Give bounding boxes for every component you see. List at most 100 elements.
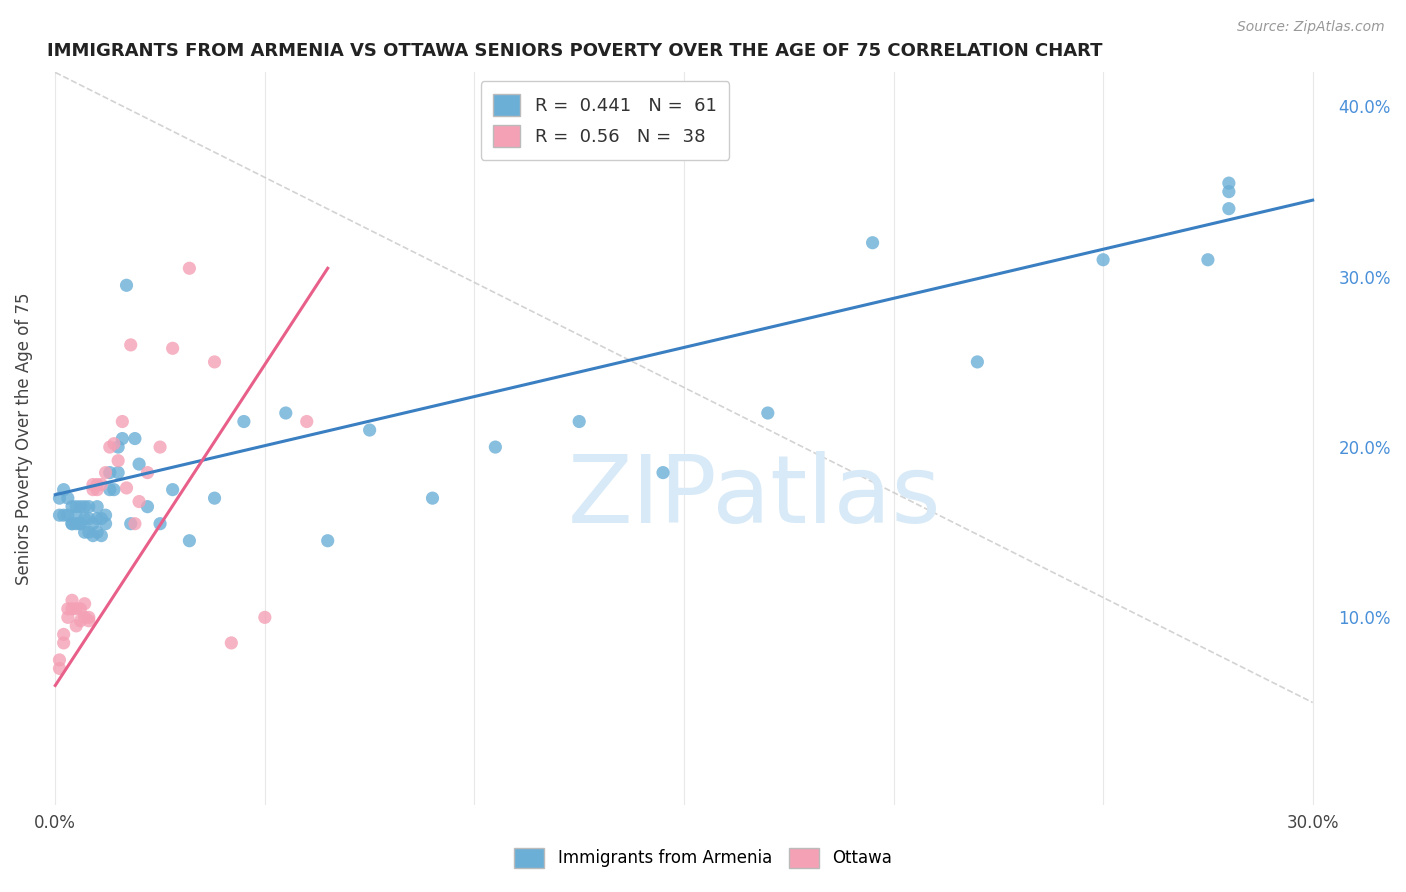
Point xyxy=(1218,185,1240,199)
Point xyxy=(162,483,184,497)
Point xyxy=(77,511,100,525)
Point xyxy=(652,466,675,480)
Point xyxy=(221,636,243,650)
Point xyxy=(69,614,91,628)
Point xyxy=(179,261,201,276)
Point xyxy=(48,491,70,505)
Point xyxy=(359,423,381,437)
Text: IMMIGRANTS FROM ARMENIA VS OTTAWA SENIORS POVERTY OVER THE AGE OF 75 CORRELATION: IMMIGRANTS FROM ARMENIA VS OTTAWA SENIOR… xyxy=(46,42,1102,60)
Point xyxy=(422,491,444,505)
Point xyxy=(484,440,506,454)
Point xyxy=(56,602,79,616)
Point xyxy=(77,525,100,540)
Text: Source: ZipAtlas.com: Source: ZipAtlas.com xyxy=(1237,20,1385,34)
Point xyxy=(73,610,96,624)
Point xyxy=(77,610,100,624)
Point xyxy=(82,483,104,497)
Point xyxy=(149,516,172,531)
Point xyxy=(862,235,884,250)
Point xyxy=(48,661,70,675)
Point xyxy=(204,355,226,369)
Point xyxy=(77,614,100,628)
Point xyxy=(65,508,87,523)
Point xyxy=(1197,252,1219,267)
Point xyxy=(82,477,104,491)
Point xyxy=(1218,176,1240,190)
Point xyxy=(103,436,125,450)
Point xyxy=(56,491,79,505)
Point xyxy=(107,453,129,467)
Point xyxy=(77,500,100,514)
Point xyxy=(120,516,142,531)
Point xyxy=(65,516,87,531)
Point xyxy=(316,533,339,548)
Point xyxy=(86,511,108,525)
Point xyxy=(60,500,83,514)
Point xyxy=(86,500,108,514)
Point xyxy=(56,508,79,523)
Point xyxy=(60,602,83,616)
Point xyxy=(94,516,117,531)
Point xyxy=(82,516,104,531)
Point xyxy=(52,483,75,497)
Point xyxy=(69,516,91,531)
Point xyxy=(162,341,184,355)
Point xyxy=(48,653,70,667)
Point xyxy=(65,602,87,616)
Point xyxy=(60,516,83,531)
Point xyxy=(128,494,150,508)
Point xyxy=(115,278,138,293)
Y-axis label: Seniors Poverty Over the Age of 75: Seniors Poverty Over the Age of 75 xyxy=(15,293,32,585)
Point xyxy=(111,432,134,446)
Point xyxy=(69,500,91,514)
Point xyxy=(295,415,318,429)
Point xyxy=(90,528,112,542)
Point xyxy=(86,483,108,497)
Point xyxy=(90,511,112,525)
Point xyxy=(98,466,121,480)
Point xyxy=(274,406,297,420)
Point xyxy=(103,483,125,497)
Point xyxy=(179,533,201,548)
Point xyxy=(65,619,87,633)
Point xyxy=(60,516,83,531)
Point xyxy=(56,610,79,624)
Point xyxy=(60,593,83,607)
Point xyxy=(94,466,117,480)
Point xyxy=(107,440,129,454)
Point xyxy=(52,636,75,650)
Point xyxy=(149,440,172,454)
Point xyxy=(107,466,129,480)
Point xyxy=(568,415,591,429)
Point xyxy=(73,597,96,611)
Point xyxy=(232,415,254,429)
Point xyxy=(90,477,112,491)
Point xyxy=(94,508,117,523)
Point xyxy=(86,477,108,491)
Point xyxy=(253,610,276,624)
Point xyxy=(124,432,146,446)
Point xyxy=(124,516,146,531)
Text: ZIPatlas: ZIPatlas xyxy=(568,451,942,543)
Point xyxy=(69,516,91,531)
Point xyxy=(86,525,108,540)
Point xyxy=(82,528,104,542)
Point xyxy=(111,415,134,429)
Point xyxy=(98,440,121,454)
Point xyxy=(73,511,96,525)
Point xyxy=(48,508,70,523)
Point xyxy=(136,466,159,480)
Point xyxy=(98,483,121,497)
Point xyxy=(52,627,75,641)
Point xyxy=(120,338,142,352)
Point xyxy=(1092,252,1115,267)
Point xyxy=(204,491,226,505)
Point xyxy=(966,355,988,369)
Point xyxy=(73,500,96,514)
Point xyxy=(1218,202,1240,216)
Point xyxy=(52,508,75,523)
Legend: Immigrants from Armenia, Ottawa: Immigrants from Armenia, Ottawa xyxy=(508,841,898,875)
Legend: R =  0.441   N =  61, R =  0.56   N =  38: R = 0.441 N = 61, R = 0.56 N = 38 xyxy=(481,81,730,160)
Point xyxy=(65,500,87,514)
Point xyxy=(136,500,159,514)
